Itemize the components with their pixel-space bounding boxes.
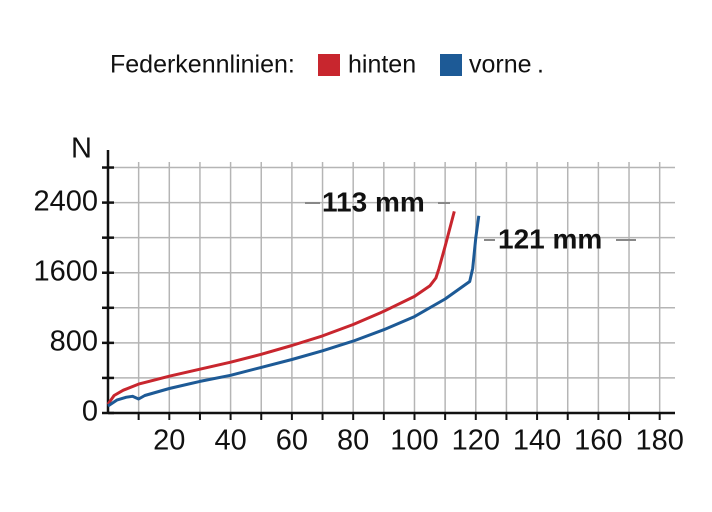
- legend-swatch: [318, 54, 340, 76]
- legend-label: hinten: [348, 51, 416, 79]
- x-tick-label: 40: [214, 425, 246, 457]
- annotation: 113 mm: [322, 186, 425, 217]
- y-tick-label: 1600: [33, 255, 98, 287]
- y-axis-label: N: [71, 133, 92, 165]
- y-tick-label: 800: [50, 326, 98, 358]
- annotation: 121 mm: [498, 223, 602, 254]
- legend-label: vorne: [469, 51, 532, 79]
- chart-title: Federkennlinien:: [110, 51, 295, 79]
- x-tick-label: 20: [153, 425, 185, 457]
- y-tick-label: 2400: [33, 185, 98, 217]
- x-tick-label: 140: [513, 425, 561, 457]
- plot: 20 40 60 80 100 120 140 160 180 0 800 1600 2400: [33, 150, 684, 457]
- x-tick-label: 80: [337, 425, 369, 457]
- y-tick-label: 0: [82, 396, 98, 428]
- legend-swatch: [440, 54, 462, 76]
- line-series: [107, 215, 481, 408]
- x-tick-label: 180: [635, 425, 683, 457]
- x-tick-label: 120: [452, 425, 500, 457]
- x-tick-label: 160: [574, 425, 622, 457]
- legend-suffix: .: [537, 51, 544, 79]
- line-series: [106, 211, 456, 406]
- x-tick-label: 100: [390, 425, 438, 457]
- x-tick-label: 60: [276, 425, 308, 457]
